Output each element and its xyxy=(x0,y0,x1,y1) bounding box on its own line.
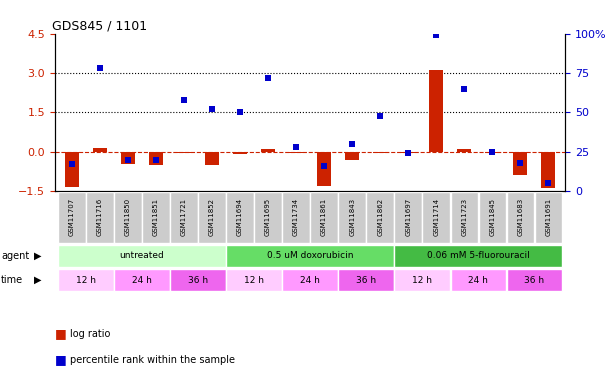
Text: GSM11862: GSM11862 xyxy=(377,198,383,236)
Bar xyxy=(513,152,527,176)
Text: untreated: untreated xyxy=(120,251,164,260)
Text: GSM11721: GSM11721 xyxy=(181,198,187,236)
Text: 12 h: 12 h xyxy=(76,276,96,285)
Bar xyxy=(58,245,225,267)
Text: 0.06 mM 5-fluorouracil: 0.06 mM 5-fluorouracil xyxy=(427,251,530,260)
Bar xyxy=(395,269,450,291)
Bar xyxy=(367,192,394,243)
Text: log ratio: log ratio xyxy=(70,329,111,339)
Text: GSM11850: GSM11850 xyxy=(125,198,131,236)
Bar xyxy=(226,245,394,267)
Bar xyxy=(485,152,499,153)
Text: GSM11697: GSM11697 xyxy=(405,198,411,237)
Text: 24 h: 24 h xyxy=(300,276,320,285)
Text: ■: ■ xyxy=(55,354,67,366)
Text: GSM11861: GSM11861 xyxy=(321,198,327,237)
Text: GSM11695: GSM11695 xyxy=(265,198,271,236)
Bar xyxy=(170,269,225,291)
Text: GSM11694: GSM11694 xyxy=(237,198,243,236)
Bar xyxy=(338,192,366,243)
Bar xyxy=(373,152,387,153)
Text: 0.5 uM doxorubicin: 0.5 uM doxorubicin xyxy=(267,251,353,260)
Text: GSM11851: GSM11851 xyxy=(153,198,159,236)
Bar xyxy=(58,192,86,243)
Bar xyxy=(177,152,191,153)
Bar xyxy=(65,152,79,187)
Bar xyxy=(507,192,534,243)
Bar xyxy=(395,245,562,267)
Bar xyxy=(93,148,107,152)
Bar xyxy=(338,269,394,291)
Text: 36 h: 36 h xyxy=(188,276,208,285)
Bar xyxy=(450,269,506,291)
Text: 12 h: 12 h xyxy=(244,276,264,285)
Bar xyxy=(289,152,303,153)
Text: ▶: ▶ xyxy=(34,275,41,285)
Bar xyxy=(395,192,422,243)
Text: agent: agent xyxy=(1,251,29,261)
Text: 24 h: 24 h xyxy=(469,276,488,285)
Bar xyxy=(261,148,275,152)
Bar xyxy=(450,192,478,243)
Bar xyxy=(535,192,562,243)
Bar xyxy=(422,192,450,243)
Text: GSM11714: GSM11714 xyxy=(433,198,439,236)
Bar xyxy=(226,269,282,291)
Bar xyxy=(310,192,338,243)
Text: percentile rank within the sample: percentile rank within the sample xyxy=(70,355,235,365)
Bar xyxy=(429,70,443,152)
Text: GSM11845: GSM11845 xyxy=(489,198,496,236)
Bar xyxy=(401,152,415,153)
Bar xyxy=(345,152,359,160)
Text: 36 h: 36 h xyxy=(524,276,544,285)
Bar xyxy=(457,148,471,152)
Bar xyxy=(282,192,310,243)
Bar xyxy=(233,152,247,154)
Text: time: time xyxy=(1,275,23,285)
Text: GSM11734: GSM11734 xyxy=(293,198,299,236)
Text: GSM11683: GSM11683 xyxy=(518,198,524,237)
Bar xyxy=(282,269,338,291)
Text: ▶: ▶ xyxy=(34,251,41,261)
Text: 12 h: 12 h xyxy=(412,276,432,285)
Text: GSM11707: GSM11707 xyxy=(69,198,75,237)
Bar xyxy=(149,152,163,165)
Bar xyxy=(58,269,114,291)
Bar xyxy=(507,269,562,291)
Text: ■: ■ xyxy=(55,327,67,340)
Bar xyxy=(205,152,219,165)
Text: GSM11716: GSM11716 xyxy=(97,198,103,237)
Bar xyxy=(198,192,225,243)
Text: GSM11723: GSM11723 xyxy=(461,198,467,236)
Bar xyxy=(114,192,142,243)
Bar xyxy=(114,269,170,291)
Bar xyxy=(86,192,114,243)
Text: 24 h: 24 h xyxy=(132,276,152,285)
Text: 36 h: 36 h xyxy=(356,276,376,285)
Text: GDS845 / 1101: GDS845 / 1101 xyxy=(53,20,148,33)
Bar xyxy=(254,192,282,243)
Text: GSM11852: GSM11852 xyxy=(209,198,215,236)
Bar xyxy=(170,192,198,243)
Bar xyxy=(142,192,170,243)
Bar xyxy=(226,192,254,243)
Text: GSM11843: GSM11843 xyxy=(349,198,355,236)
Bar xyxy=(121,152,135,164)
Text: GSM11691: GSM11691 xyxy=(546,198,551,237)
Bar xyxy=(317,152,331,186)
Bar xyxy=(541,152,555,189)
Bar xyxy=(478,192,506,243)
